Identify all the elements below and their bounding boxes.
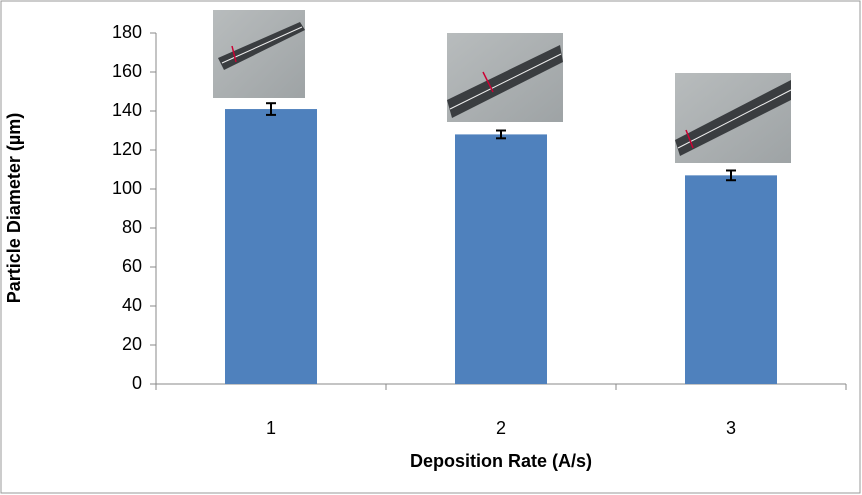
y-tick-label: 40	[122, 295, 142, 315]
y-tick-label: 180	[112, 22, 142, 42]
bar	[225, 109, 317, 384]
y-tick-label: 100	[112, 178, 142, 198]
y-tick-label: 160	[112, 61, 142, 81]
y-tick-label: 60	[122, 256, 142, 276]
x-tick-label: 2	[496, 418, 506, 438]
y-axis-title: Particle Diameter (µm)	[4, 113, 24, 303]
y-tick-label: 0	[132, 373, 142, 393]
bar	[455, 134, 547, 384]
x-tick-label: 1	[266, 418, 276, 438]
inset-image	[213, 10, 305, 98]
chart: Particle Diameter (µm) Deposition Rate (…	[0, 0, 862, 495]
bar	[685, 175, 777, 384]
y-tick-label: 140	[112, 100, 142, 120]
inset-image	[447, 33, 563, 122]
inset-image	[675, 73, 791, 163]
y-tick-label: 80	[122, 217, 142, 237]
x-axis-title: Deposition Rate (A/s)	[410, 451, 592, 471]
y-tick-label: 20	[122, 334, 142, 354]
page: Particle Diameter (µm) Deposition Rate (…	[0, 0, 862, 495]
y-tick-label: 120	[112, 139, 142, 159]
x-tick-label: 3	[726, 418, 736, 438]
